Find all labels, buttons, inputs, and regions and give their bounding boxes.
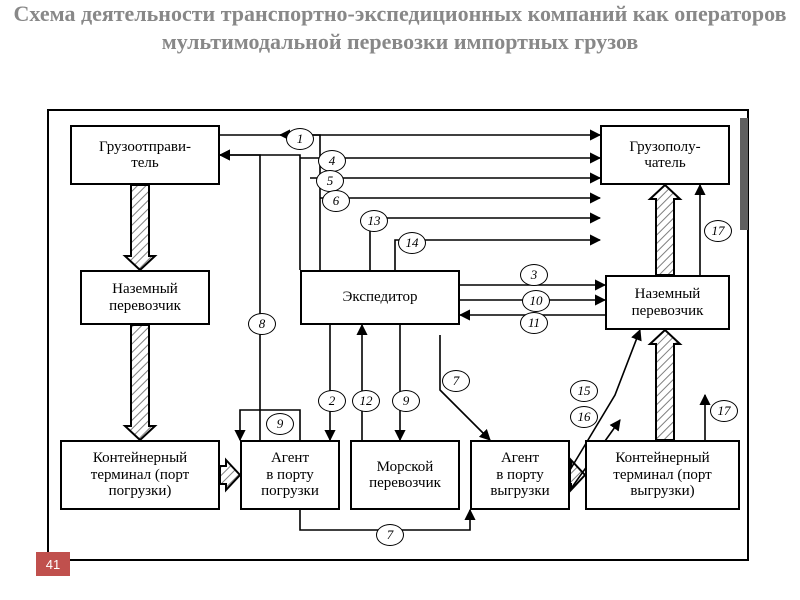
node-agent1: Агентв портупогрузки	[240, 440, 340, 510]
edge-label-5: 5	[316, 170, 344, 192]
edge-label-15: 15	[570, 380, 598, 402]
edge-label-3: 3	[520, 264, 548, 286]
edge-label-17a: 17	[704, 220, 732, 242]
node-term2: Контейнерныйтерминал (портвыгрузки)	[585, 440, 740, 510]
edge-label-8: 8	[248, 313, 276, 335]
edge-label-13: 13	[360, 210, 388, 232]
edge-label-12: 12	[352, 390, 380, 412]
edge-label-7b: 7	[376, 524, 404, 546]
node-land1: Наземныйперевозчик	[80, 270, 210, 325]
node-term1: Контейнерныйтерминал (портпогрузки)	[60, 440, 220, 510]
edge-label-2: 2	[318, 390, 346, 412]
edge-label-11: 11	[520, 312, 548, 334]
edge-label-17b: 17	[710, 400, 738, 422]
edge-label-1: 1	[286, 128, 314, 150]
edge-label-14: 14	[398, 232, 426, 254]
edge-label-16: 16	[570, 406, 598, 428]
edge-label-9a: 9	[392, 390, 420, 412]
edge-label-10: 10	[522, 290, 550, 312]
edge-label-6: 6	[322, 190, 350, 212]
edge-label-9b: 9	[266, 413, 294, 435]
edge-label-4: 4	[318, 150, 346, 172]
node-agent2: Агентв портувыгрузки	[470, 440, 570, 510]
node-sender: Грузоотправи-тель	[70, 125, 220, 185]
node-exp: Экспедитор	[300, 270, 460, 325]
node-sea: Морскойперевозчик	[350, 440, 460, 510]
node-receiver: Грузополу-чатель	[600, 125, 730, 185]
node-land2: Наземныйперевозчик	[605, 275, 730, 330]
edge-label-7a: 7	[442, 370, 470, 392]
slide-number-badge: 41	[36, 552, 70, 576]
